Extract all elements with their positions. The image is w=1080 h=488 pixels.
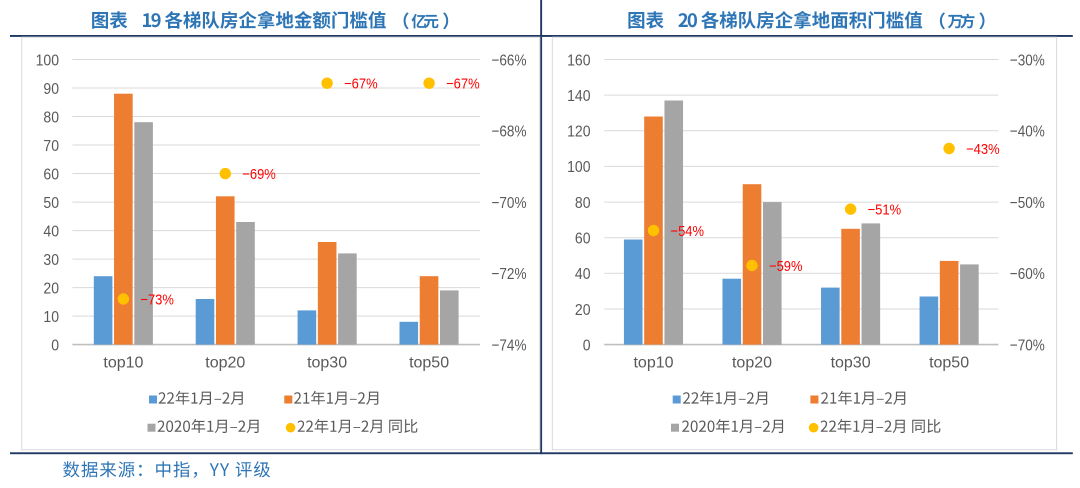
svg-text:−50%: −50% xyxy=(1010,195,1045,212)
svg-text:top50: top50 xyxy=(409,354,449,371)
svg-text:30: 30 xyxy=(43,252,59,269)
svg-text:−67%: −67% xyxy=(446,76,480,93)
svg-text:top20: top20 xyxy=(205,354,245,371)
svg-text:90: 90 xyxy=(43,81,59,98)
svg-text:−66%: −66% xyxy=(492,52,527,69)
svg-text:80: 80 xyxy=(43,109,59,126)
svg-text:70: 70 xyxy=(43,138,59,155)
svg-text:60: 60 xyxy=(43,166,59,183)
svg-text:top20: top20 xyxy=(732,354,772,371)
svg-text:−70%: −70% xyxy=(492,195,527,212)
svg-text:−72%: −72% xyxy=(492,266,527,283)
svg-text:−70%: −70% xyxy=(1010,337,1045,354)
svg-text:−40%: −40% xyxy=(1010,124,1045,141)
svg-text:160: 160 xyxy=(567,52,590,69)
svg-text:50: 50 xyxy=(43,195,59,212)
svg-text:40: 40 xyxy=(43,223,59,240)
svg-text:−74%: −74% xyxy=(492,337,527,354)
svg-text:0: 0 xyxy=(51,337,59,354)
svg-text:0: 0 xyxy=(583,337,591,354)
svg-text:40: 40 xyxy=(575,266,591,283)
svg-text:−73%: −73% xyxy=(140,292,174,309)
svg-text:−43%: −43% xyxy=(966,141,1000,158)
svg-text:−30%: −30% xyxy=(1010,52,1045,69)
svg-text:80: 80 xyxy=(575,195,591,212)
svg-text:140: 140 xyxy=(567,88,590,105)
svg-text:top30: top30 xyxy=(307,354,347,371)
svg-text:−68%: −68% xyxy=(492,124,527,141)
svg-text:20: 20 xyxy=(575,302,591,319)
svg-text:−59%: −59% xyxy=(769,258,803,275)
svg-text:100: 100 xyxy=(567,159,590,176)
svg-text:top10: top10 xyxy=(633,354,673,371)
svg-text:10: 10 xyxy=(43,309,59,326)
svg-text:top50: top50 xyxy=(929,354,969,371)
svg-text:−67%: −67% xyxy=(344,76,378,93)
svg-text:60: 60 xyxy=(575,231,591,248)
svg-text:20: 20 xyxy=(43,280,59,297)
svg-text:−54%: −54% xyxy=(671,223,705,240)
svg-text:top10: top10 xyxy=(103,354,143,371)
svg-text:−60%: −60% xyxy=(1010,266,1045,283)
svg-text:top30: top30 xyxy=(831,354,871,371)
svg-text:−69%: −69% xyxy=(242,166,275,183)
svg-text:100: 100 xyxy=(36,52,59,69)
svg-text:120: 120 xyxy=(567,124,590,141)
svg-text:−51%: −51% xyxy=(868,202,902,219)
